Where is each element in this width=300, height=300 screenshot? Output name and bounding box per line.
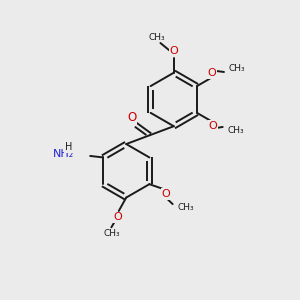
- Text: NH₂: NH₂: [52, 149, 74, 160]
- Text: O: O: [169, 46, 178, 56]
- Text: O: O: [208, 68, 217, 78]
- Text: O: O: [208, 121, 217, 130]
- Text: CH₃: CH₃: [177, 202, 194, 211]
- Text: CH₃: CH₃: [227, 126, 244, 135]
- Text: CH₃: CH₃: [103, 229, 120, 238]
- Text: H: H: [65, 142, 72, 152]
- Text: O: O: [128, 111, 137, 124]
- Text: CH₃: CH₃: [228, 64, 245, 73]
- Text: O: O: [161, 189, 170, 199]
- Text: O: O: [114, 212, 123, 223]
- Text: CH₃: CH₃: [148, 33, 165, 42]
